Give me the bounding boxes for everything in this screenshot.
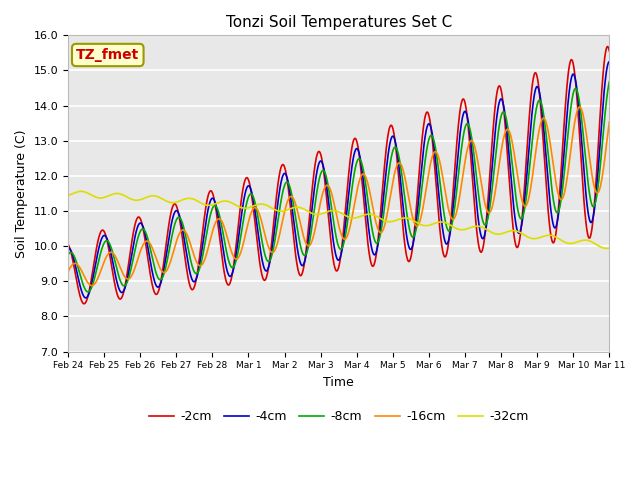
Y-axis label: Soil Temperature (C): Soil Temperature (C) [15,129,28,258]
X-axis label: Time: Time [323,376,354,389]
-32cm [172,200,179,205]
-2cm [185,278,193,284]
-32cm [603,246,611,252]
Line: -16cm: -16cm [68,107,609,286]
-8cm [605,79,613,84]
-2cm [64,241,72,247]
-2cm [246,180,253,186]
-32cm [605,245,613,251]
-16cm [185,236,193,242]
-4cm [64,245,72,251]
-4cm [246,183,253,189]
-16cm [605,119,613,125]
-4cm [82,295,90,301]
-32cm [77,189,84,194]
-16cm [246,216,253,221]
Legend: -2cm, -4cm, -8cm, -16cm, -32cm: -2cm, -4cm, -8cm, -16cm, -32cm [144,405,534,428]
-8cm [541,125,549,131]
-16cm [64,269,72,275]
-4cm [541,145,549,151]
Line: -4cm: -4cm [68,62,609,298]
Line: -32cm: -32cm [68,192,609,249]
-2cm [604,44,611,49]
Title: Tonzi Soil Temperatures Set C: Tonzi Soil Temperatures Set C [225,15,452,30]
-16cm [576,104,584,110]
-32cm [64,192,72,198]
-16cm [172,241,179,247]
-32cm [423,223,431,228]
-2cm [541,170,549,176]
-2cm [605,48,613,54]
-8cm [84,289,92,295]
-16cm [88,283,95,288]
-4cm [423,125,431,131]
-32cm [185,195,193,201]
-8cm [172,219,179,225]
-32cm [246,204,253,210]
-4cm [172,208,179,214]
-4cm [605,59,613,65]
-32cm [493,231,501,237]
-2cm [493,86,501,92]
-16cm [541,118,549,123]
-2cm [81,301,88,307]
-8cm [64,252,72,257]
-8cm [423,146,431,152]
-4cm [493,108,501,114]
-8cm [493,135,501,141]
-8cm [185,249,193,254]
-32cm [541,233,549,239]
-16cm [423,181,431,187]
Line: -2cm: -2cm [68,47,609,304]
-2cm [172,202,179,207]
-8cm [246,192,253,198]
-4cm [185,264,193,270]
-2cm [423,109,431,115]
Text: TZ_fmet: TZ_fmet [76,48,140,62]
Line: -8cm: -8cm [68,82,609,292]
-16cm [493,173,501,179]
